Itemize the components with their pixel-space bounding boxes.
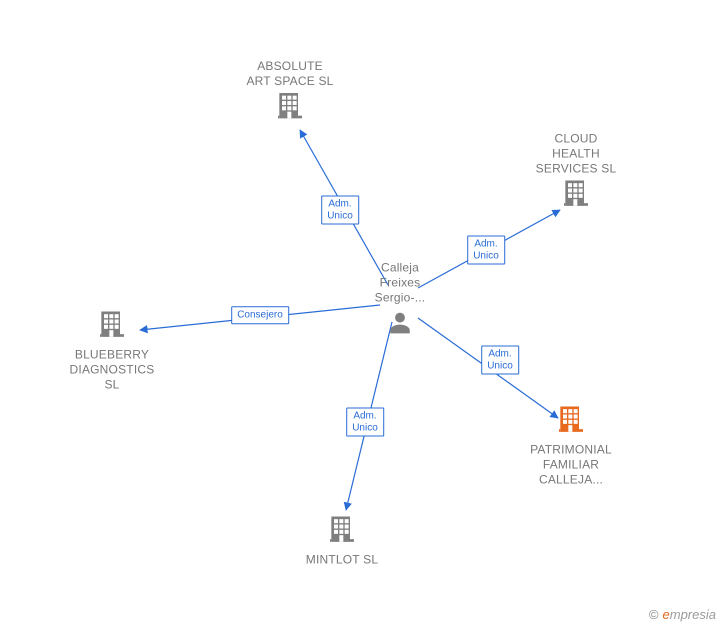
company-label: ABSOLUTEART SPACE SL xyxy=(230,59,350,89)
person-icon xyxy=(387,310,413,340)
company-label: BLUEBERRYDIAGNOSTICSSL xyxy=(52,348,172,393)
edge-label-mintlot[interactable]: Adm.Unico xyxy=(346,408,384,437)
building-icon xyxy=(555,403,587,439)
building-icon xyxy=(274,89,306,125)
company-node-mintlot[interactable]: MINTLOT SL xyxy=(282,513,402,568)
copyright-symbol: © xyxy=(649,607,659,622)
edge-label-absolute[interactable]: Adm.Unico xyxy=(321,196,359,225)
building-icon xyxy=(326,513,358,549)
building-icon xyxy=(560,177,592,213)
watermark-brand-rest: mpresia xyxy=(670,607,716,622)
diagram-canvas: CallejaFreixesSergio-... ABSOLUTEART SPA… xyxy=(0,0,728,630)
person-node[interactable]: CallejaFreixesSergio-... xyxy=(340,261,460,340)
company-node-patrimonial[interactable]: PATRIMONIALFAMILIARCALLEJA... xyxy=(511,403,631,488)
building-icon xyxy=(96,308,128,344)
edge-label-patrimonial[interactable]: Adm.Unico xyxy=(481,346,519,375)
company-node-cloud[interactable]: CLOUDHEALTHSERVICES SL xyxy=(516,128,636,213)
company-label: CLOUDHEALTHSERVICES SL xyxy=(516,132,636,177)
person-label: CallejaFreixesSergio-... xyxy=(340,261,460,306)
watermark-brand-first: e xyxy=(663,607,670,622)
edge-label-blueberry[interactable]: Consejero xyxy=(231,306,289,324)
company-label: MINTLOT SL xyxy=(282,553,402,568)
company-node-blueberry[interactable]: BLUEBERRYDIAGNOSTICSSL xyxy=(52,308,172,393)
company-node-absolute[interactable]: ABSOLUTEART SPACE SL xyxy=(230,55,350,125)
watermark: © empresia xyxy=(649,607,716,622)
edge-label-cloud[interactable]: Adm.Unico xyxy=(467,236,505,265)
company-label: PATRIMONIALFAMILIARCALLEJA... xyxy=(511,443,631,488)
